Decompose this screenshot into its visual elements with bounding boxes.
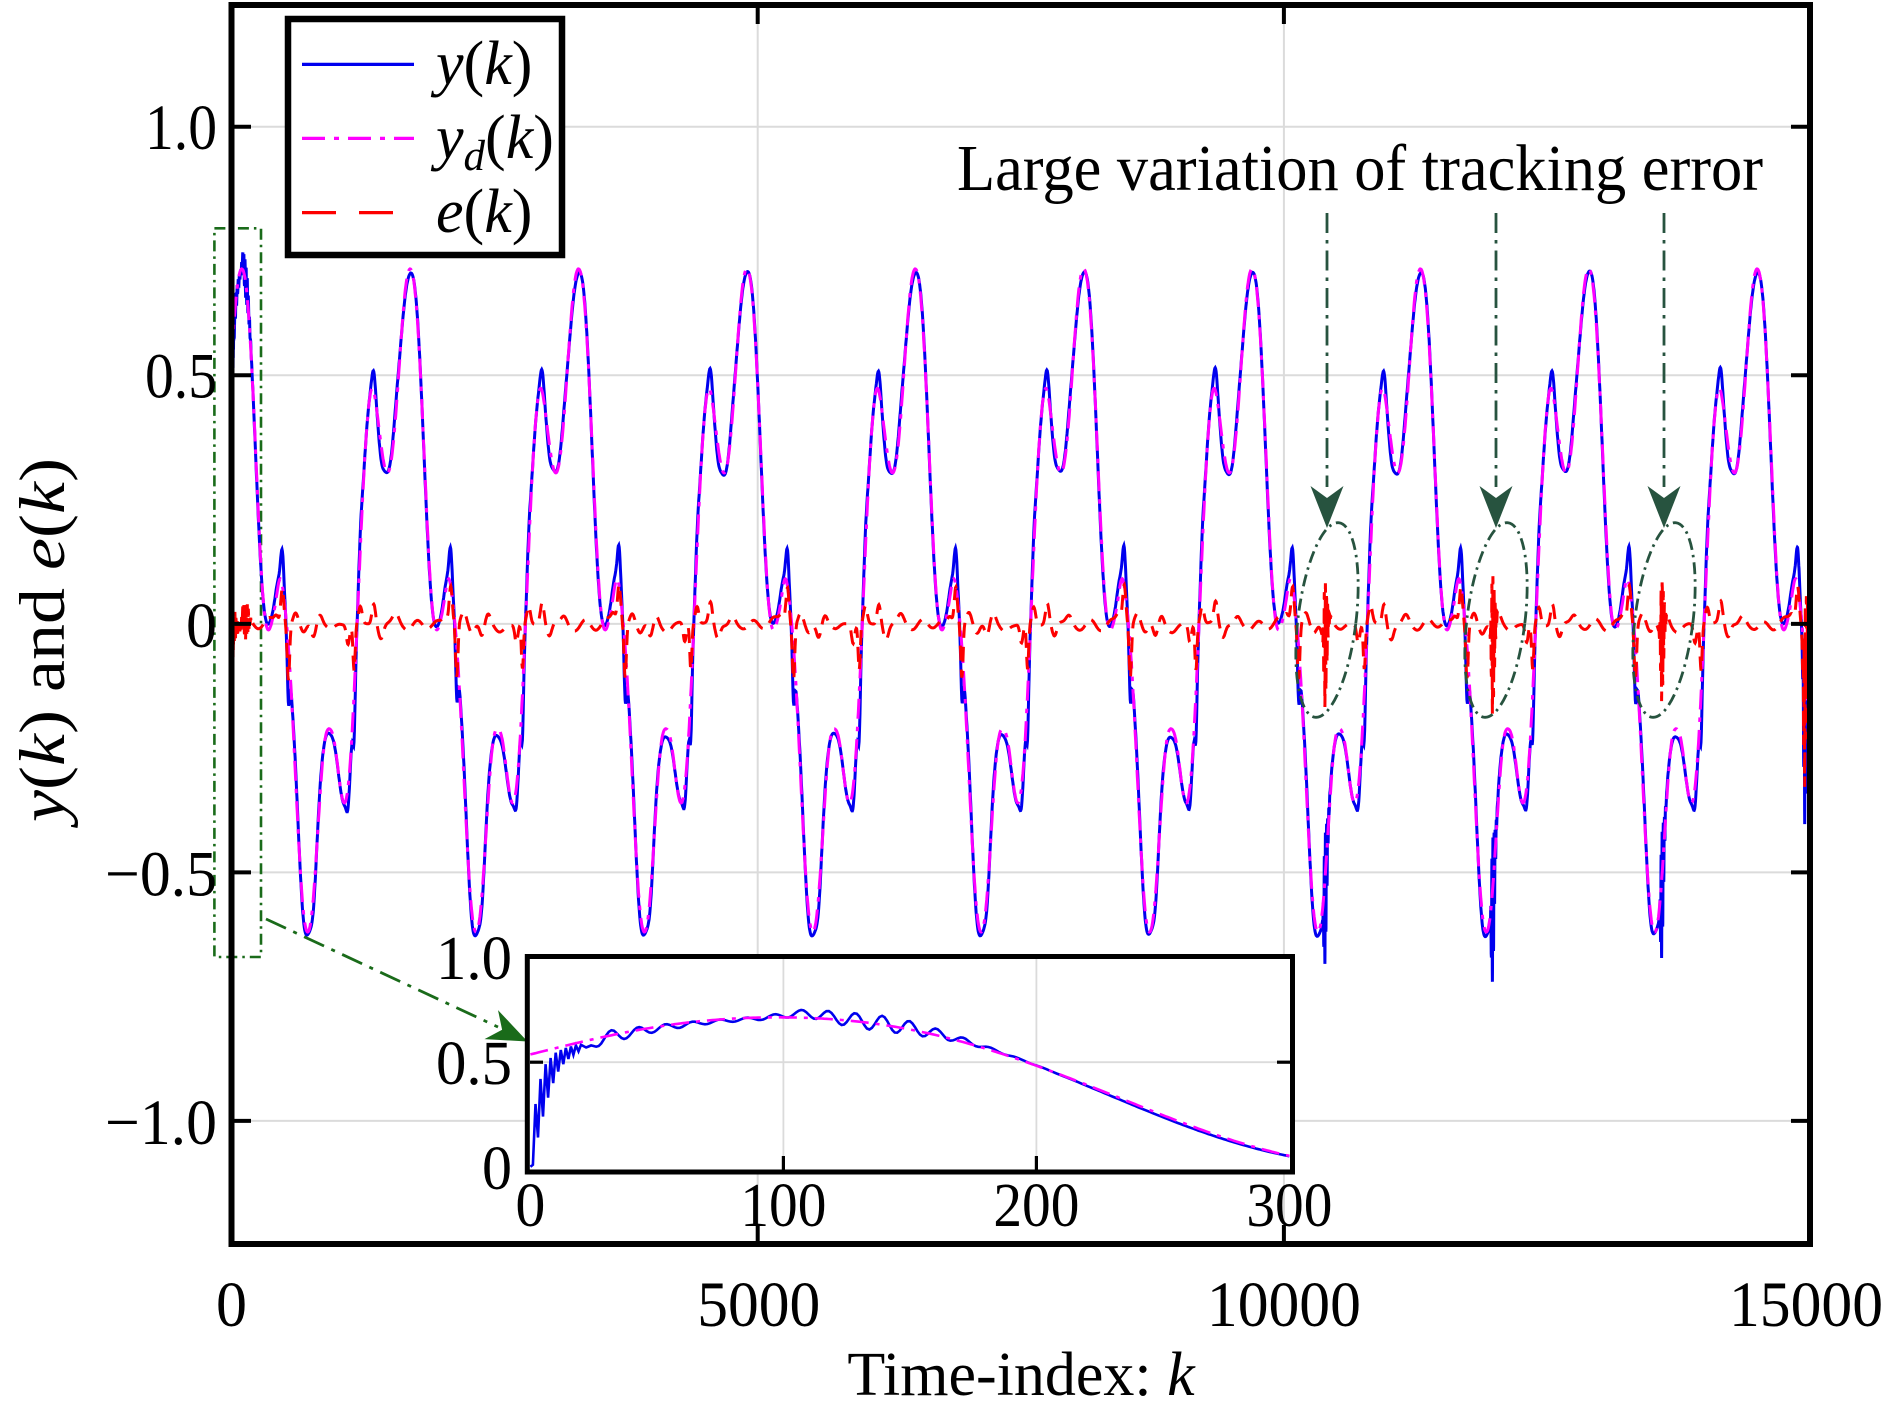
svg-text:y(k) and e(k): y(k) and e(k)	[7, 458, 79, 829]
svg-text:1.0: 1.0	[145, 92, 217, 164]
svg-text:5000: 5000	[697, 1269, 820, 1341]
svg-text:0: 0	[482, 1135, 512, 1203]
svg-text:Time-index: k: Time-index: k	[847, 1341, 1196, 1409]
svg-text:y(k): y(k)	[430, 30, 532, 98]
svg-text:10000: 10000	[1207, 1269, 1361, 1341]
svg-text:15000: 15000	[1729, 1269, 1883, 1341]
svg-text:Large variation of tracking er: Large variation of tracking error	[957, 132, 1763, 205]
svg-text:yd(k): yd(k)	[430, 104, 554, 180]
svg-text:0.5: 0.5	[145, 340, 217, 412]
svg-text:−0.5: −0.5	[105, 838, 217, 910]
svg-text:0: 0	[216, 1269, 247, 1341]
svg-text:1.0: 1.0	[436, 925, 512, 993]
svg-text:0: 0	[186, 590, 217, 662]
svg-text:300: 300	[1246, 1172, 1332, 1240]
svg-text:0.5: 0.5	[436, 1030, 512, 1098]
svg-text:100: 100	[740, 1172, 826, 1240]
svg-text:−1.0: −1.0	[105, 1087, 217, 1159]
svg-text:0: 0	[515, 1172, 545, 1240]
svg-text:e(k): e(k)	[436, 178, 532, 246]
svg-text:200: 200	[993, 1172, 1079, 1240]
